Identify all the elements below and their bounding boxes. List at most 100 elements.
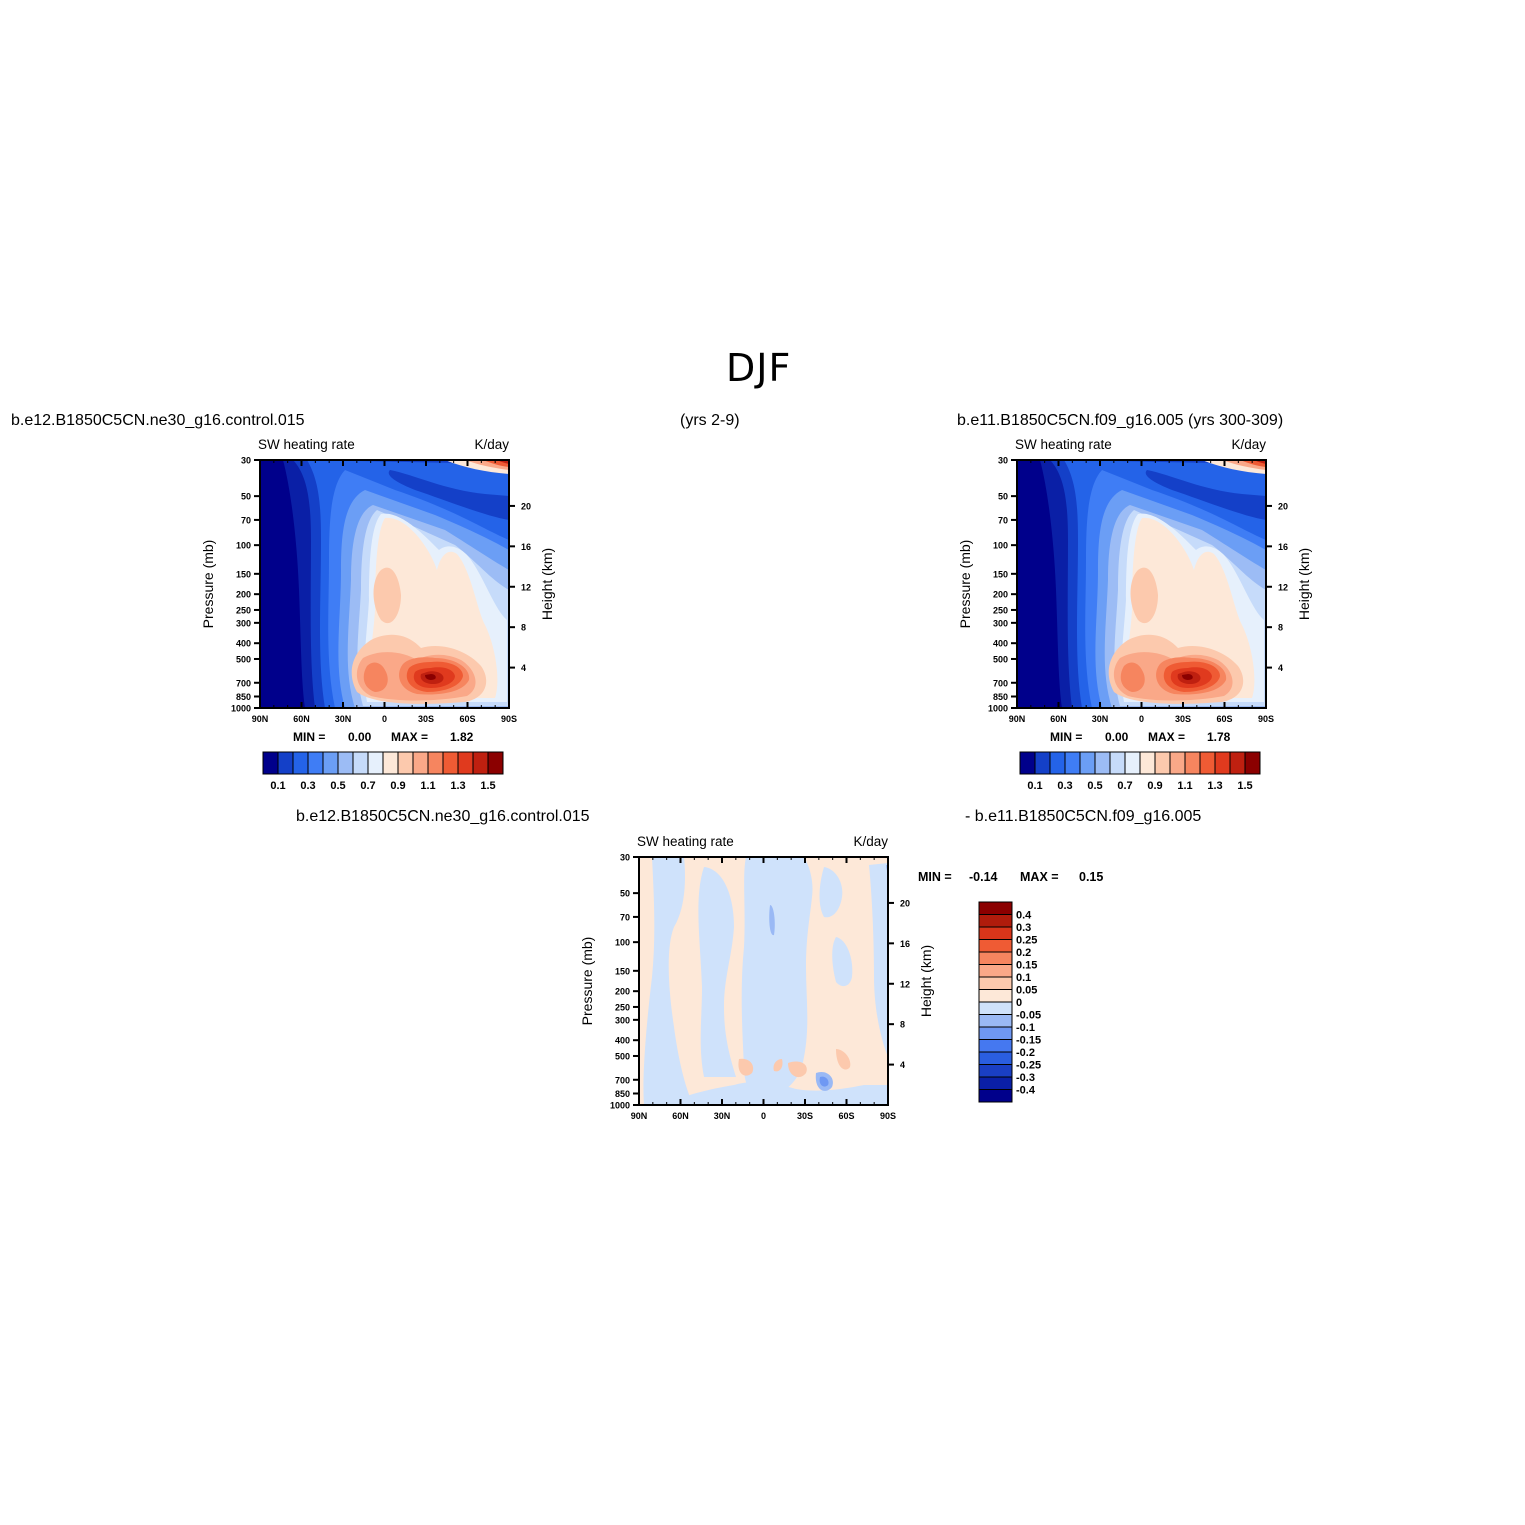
figure-title: DJF xyxy=(726,346,792,390)
colorbar-swatch xyxy=(262,751,279,775)
colorbar-label: 0.3 xyxy=(1016,922,1031,934)
colorbar-label: 1.3 xyxy=(450,780,465,792)
colorbar-label: 0.15 xyxy=(1016,960,1037,972)
colorbar-swatch xyxy=(1124,751,1141,775)
chart-diff-min-value: -0.14 xyxy=(969,870,998,884)
height-tick-label: 8 xyxy=(521,623,526,633)
y-tick-label: 70 xyxy=(998,515,1008,525)
y-tick-label: 200 xyxy=(236,590,251,600)
colorbar-right: 0.1 0.3 0.5 0.7 0.9 1.1 1.3 1.5 xyxy=(1019,751,1261,792)
contour-band xyxy=(1182,674,1193,680)
x-tick-label: 60N xyxy=(672,1111,689,1121)
y-tick-label: 400 xyxy=(993,639,1008,649)
y-tick-label: 200 xyxy=(615,987,630,997)
colorbar-swatch xyxy=(367,751,384,775)
y-tick-label: 500 xyxy=(993,654,1008,664)
chart-left-title: SW heating rate xyxy=(258,437,355,452)
colorbar-swatch xyxy=(978,914,1013,928)
colorbar-label: 0.9 xyxy=(1147,780,1162,792)
x-tick-label: 30S xyxy=(418,714,434,724)
y-tick-label: 700 xyxy=(993,678,1008,688)
x-tick-label: 60S xyxy=(1216,714,1232,724)
chart-left-min-value: 0.00 xyxy=(348,730,372,744)
y-tick-label: 250 xyxy=(993,605,1008,615)
colorbar-label: 0.9 xyxy=(390,780,405,792)
y-tick-label: 300 xyxy=(615,1015,630,1025)
colorbar-label: 1.3 xyxy=(1207,780,1222,792)
colorbar-label: 0.5 xyxy=(330,780,345,792)
x-tick-label: 30N xyxy=(335,714,352,724)
x-tick-label: 0 xyxy=(761,1111,766,1121)
contour-band xyxy=(814,857,874,863)
colorbar-swatch xyxy=(978,951,1013,965)
contour-band xyxy=(819,1076,829,1087)
colorbar-left: 0.1 0.3 0.5 0.7 0.9 1.1 1.3 1.5 xyxy=(262,751,504,792)
x-tick-label: 0 xyxy=(1139,714,1144,724)
y-tick-label: 50 xyxy=(241,492,251,502)
y-tick-label: 250 xyxy=(615,1002,630,1012)
colorbar-swatch xyxy=(978,1014,1013,1028)
colorbar-label: 1.5 xyxy=(1237,780,1252,792)
height-tick-label: 16 xyxy=(521,542,531,552)
contour-band xyxy=(788,1061,807,1078)
y-tick-label: 50 xyxy=(998,492,1008,502)
colorbar-swatch xyxy=(427,751,444,775)
colorbar-label: 0.7 xyxy=(360,780,375,792)
colorbar-label: 0.05 xyxy=(1016,985,1037,997)
chart-left-units: K/day xyxy=(474,437,509,452)
contour-band xyxy=(1145,470,1266,520)
colorbar-swatch xyxy=(307,751,324,775)
chart-right-ylabel-right: Height (km) xyxy=(1296,548,1312,620)
chart-diff: SW heating rate K/day 90N 60N 30N 0 30S 60S 90… xyxy=(579,834,934,1121)
x-tick-label: 90S xyxy=(501,714,517,724)
colorbar-swatch xyxy=(412,751,429,775)
height-tick-label: 8 xyxy=(900,1020,905,1030)
height-tick-label: 8 xyxy=(1278,623,1283,633)
colorbar-label: 0.3 xyxy=(1057,780,1072,792)
chart-left-ylabel-right: Height (km) xyxy=(539,548,555,620)
colorbar-swatch xyxy=(978,1089,1013,1103)
x-tick-label: 30N xyxy=(1092,714,1109,724)
colorbar-swatch xyxy=(1049,751,1066,775)
height-tick-label: 20 xyxy=(1278,501,1288,511)
colorbar-swatch xyxy=(292,751,309,775)
y-tick-label: 30 xyxy=(241,456,251,466)
y-tick-label: 50 xyxy=(620,889,630,899)
chart-right-max-value: 1.78 xyxy=(1207,730,1231,744)
contour-band xyxy=(388,470,509,520)
chart-diff-title: SW heating rate xyxy=(637,834,734,849)
height-tick-label: 12 xyxy=(900,979,910,989)
x-tick-label: 30S xyxy=(1175,714,1191,724)
colorbar-swatch xyxy=(1244,751,1261,775)
height-tick-label: 16 xyxy=(900,939,910,949)
y-tick-label: 250 xyxy=(236,605,251,615)
caption-right-top: b.e11.B1850C5CN.f09_g16.005 (yrs 300-309… xyxy=(957,412,1284,429)
height-tick-label: 16 xyxy=(1278,542,1288,552)
chart-left-min-label: MIN = xyxy=(293,730,325,744)
height-tick-label: 4 xyxy=(521,663,526,673)
colorbar-swatch xyxy=(978,1051,1013,1065)
colorbar-label: 0.2 xyxy=(1016,947,1031,959)
x-tick-label: 90S xyxy=(1258,714,1274,724)
colorbar-swatch xyxy=(1154,751,1171,775)
y-tick-label: 850 xyxy=(993,692,1008,702)
chart-left-max-label: MAX = xyxy=(391,730,428,744)
y-tick-label: 1000 xyxy=(610,1101,630,1111)
contour-band xyxy=(832,937,853,987)
colorbar-swatch xyxy=(337,751,354,775)
colorbar-label: -0.25 xyxy=(1016,1060,1041,1072)
colorbar-swatch xyxy=(978,1064,1013,1078)
contour-band xyxy=(738,1058,754,1076)
contour-band xyxy=(664,1082,888,1105)
x-tick-label: 60S xyxy=(459,714,475,724)
y-tick-label: 30 xyxy=(620,853,630,863)
colorbar-swatch xyxy=(978,1076,1013,1090)
colorbar-label: 0.5 xyxy=(1087,780,1102,792)
y-tick-label: 70 xyxy=(241,515,251,525)
colorbar-swatch xyxy=(352,751,369,775)
colorbar-swatch xyxy=(442,751,459,775)
colorbar-swatch xyxy=(397,751,414,775)
contour-band xyxy=(773,1059,783,1072)
colorbar-swatch xyxy=(1079,751,1096,775)
chart-right-min-value: 0.00 xyxy=(1105,730,1129,744)
